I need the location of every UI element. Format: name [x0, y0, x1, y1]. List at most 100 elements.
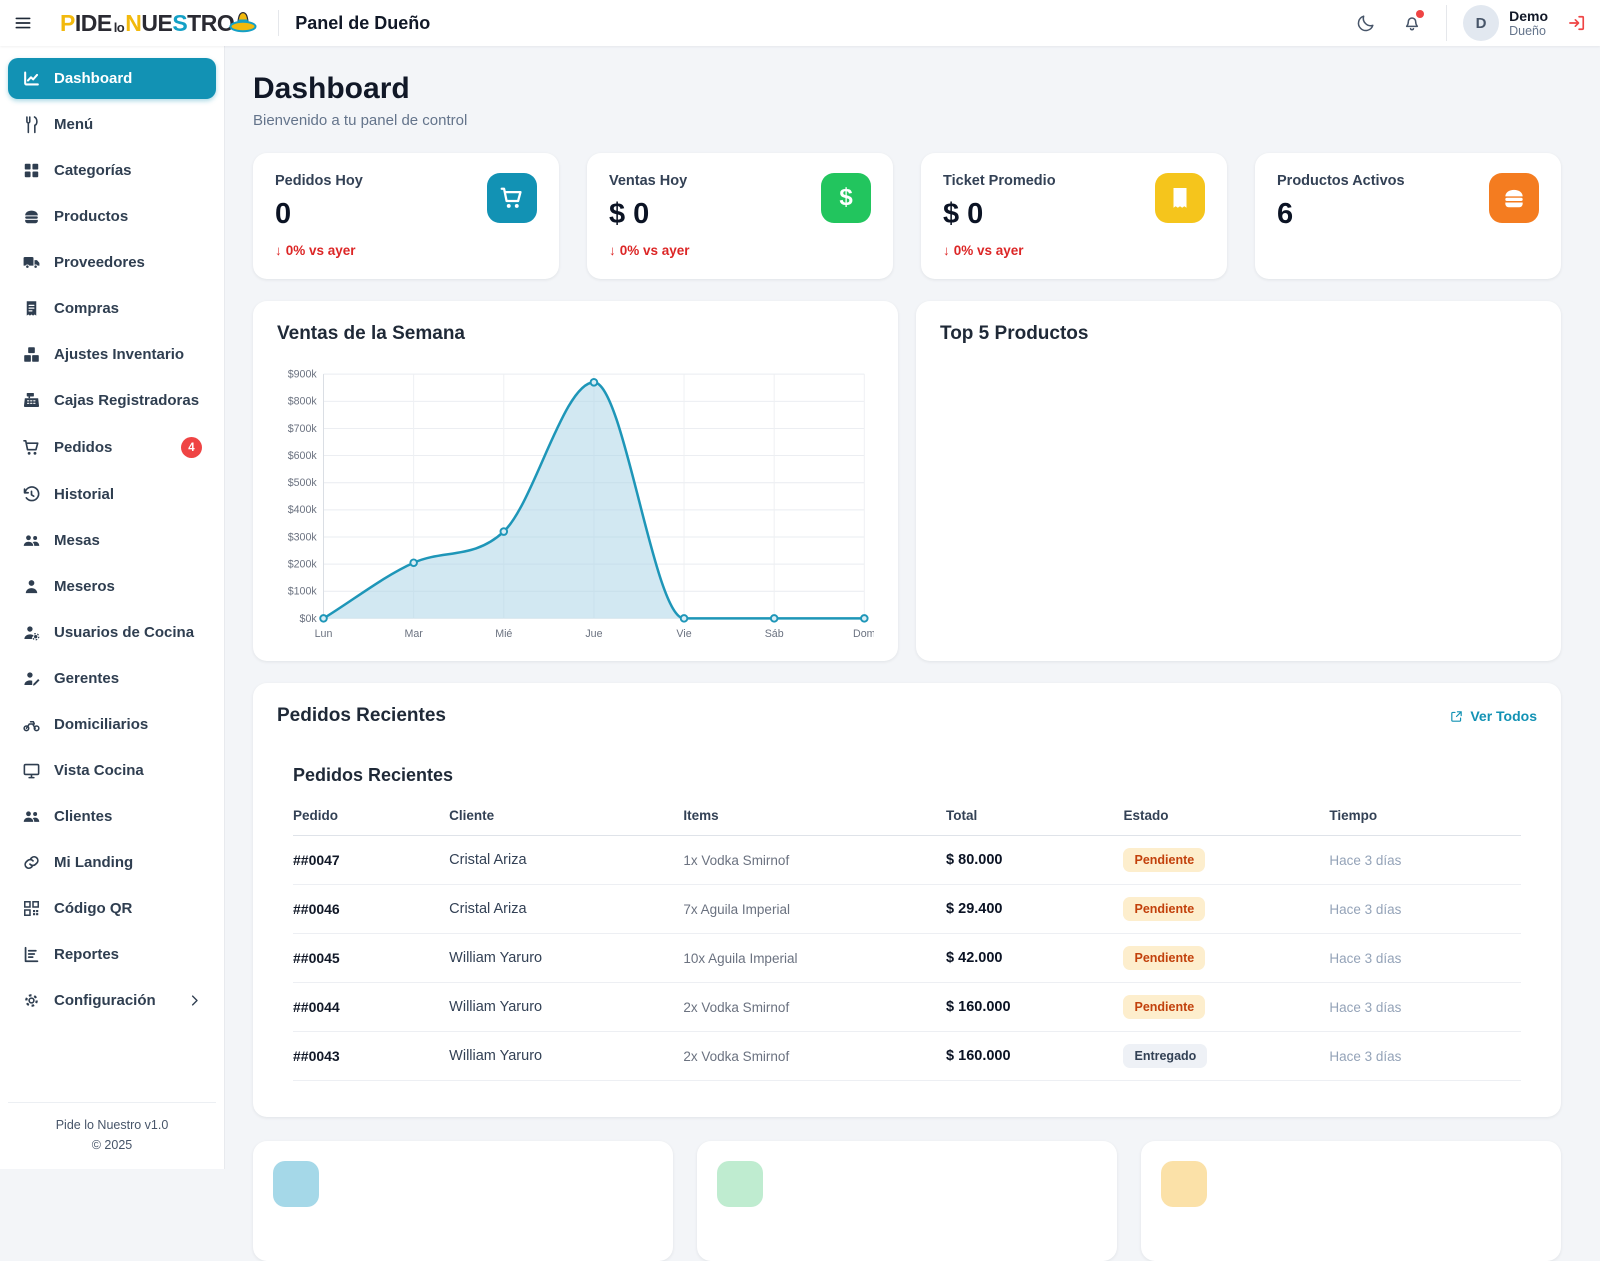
sidebar-item-configuraci-n[interactable]: Configuración [8, 980, 216, 1021]
order-time: Hace 3 días [1329, 853, 1521, 868]
sidebar-item-clientes[interactable]: Clientes [8, 796, 216, 837]
logo-letter: P [60, 12, 75, 35]
dollar-icon: $ [821, 173, 871, 223]
svg-text:$400k: $400k [288, 504, 318, 516]
order-row[interactable]: ##0046 Cristal Ariza 7x Aguila Imperial … [293, 885, 1521, 934]
order-id: ##0045 [293, 950, 449, 966]
column-header-pedido: Pedido [293, 808, 449, 823]
logo-letter: N [125, 12, 141, 35]
down-arrow-icon: ↓ [943, 243, 950, 258]
sidebar-item-men-[interactable]: Menú [8, 104, 216, 145]
logout-button[interactable] [1560, 6, 1594, 40]
sidebar-item-label: Cajas Registradoras [54, 392, 199, 409]
sidebar-item-domiciliarios[interactable]: Domiciliarios [8, 704, 216, 745]
sidebar-item-historial[interactable]: Historial [8, 474, 216, 515]
top-products-panel: Top 5 Productos [916, 301, 1561, 661]
qrcode-icon [22, 899, 41, 918]
sidebar-item-label: Configuración [54, 992, 156, 1009]
dark-mode-toggle[interactable] [1348, 5, 1384, 41]
svg-text:Mié: Mié [495, 628, 512, 640]
sidebar-item-compras[interactable]: Compras [8, 288, 216, 329]
copyright: © 2025 [8, 1135, 216, 1155]
order-client: William Yaruro [449, 999, 683, 1015]
sidebar-item-mi-landing[interactable]: Mi Landing [8, 842, 216, 883]
sidebar-item-label: Reportes [54, 946, 119, 963]
sidebar-item-label: Proveedores [54, 254, 145, 271]
order-items: 2x Vodka Smirnof [683, 1000, 946, 1015]
order-client: Cristal Ariza [449, 852, 683, 868]
down-arrow-icon: ↓ [275, 243, 282, 258]
chevron-right-icon [187, 993, 202, 1008]
user-name: Demo [1509, 8, 1548, 24]
notifications-button[interactable] [1394, 5, 1430, 41]
order-row[interactable]: ##0045 William Yaruro 10x Aguila Imperia… [293, 934, 1521, 983]
recent-orders-card: Pedidos Recientes Ver Todos Pedidos Reci… [253, 683, 1561, 1117]
sidebar-item-label: Vista Cocina [54, 762, 144, 779]
svg-text:$800k: $800k [288, 396, 318, 408]
chart-line-icon [22, 69, 41, 88]
order-client: William Yaruro [449, 950, 683, 966]
column-header-cliente: Cliente [449, 808, 683, 823]
cash-register-icon [22, 391, 41, 410]
sidebar-item-label: Dashboard [54, 70, 132, 87]
order-row[interactable]: ##0044 William Yaruro 2x Vodka Smirnof $… [293, 983, 1521, 1032]
stat-card-productos-activos: Productos Activos 6 [1255, 153, 1561, 279]
receipt-icon [1155, 173, 1205, 223]
orders-table-title: Pedidos Recientes [293, 765, 1537, 786]
app-logo[interactable]: PIDEloNUESTRO [60, 12, 234, 35]
svg-text:$100k: $100k [288, 586, 318, 598]
order-row[interactable]: ##0047 Cristal Ariza 1x Vodka Smirnof $ … [293, 836, 1521, 885]
sidebar-item-mesas[interactable]: Mesas [8, 520, 216, 561]
motorcycle-icon [22, 715, 41, 734]
monitor-icon [22, 761, 41, 780]
sidebar-item-c-digo-qr[interactable]: Código QR [8, 888, 216, 929]
summary-card-icon [717, 1161, 763, 1207]
hamburger-menu-button[interactable] [0, 13, 46, 33]
sombrero-logo-icon [226, 7, 260, 37]
sidebar-item-productos[interactable]: Productos [8, 196, 216, 237]
notification-dot [1416, 10, 1424, 18]
sidebar: Dashboard Menú Categorías Productos Prov… [0, 46, 225, 1169]
down-arrow-icon: ↓ [609, 243, 616, 258]
sidebar-item-cajas-registradoras[interactable]: Cajas Registradoras [8, 380, 216, 421]
sidebar-item-reportes[interactable]: Reportes [8, 934, 216, 975]
order-client: Cristal Ariza [449, 901, 683, 917]
sidebar-item-proveedores[interactable]: Proveedores [8, 242, 216, 283]
sidebar-item-gerentes[interactable]: Gerentes [8, 658, 216, 699]
hamburger-icon [13, 13, 33, 33]
summary-card [697, 1141, 1117, 1261]
sidebar-item-label: Ajustes Inventario [54, 346, 184, 363]
sidebar-item-dashboard[interactable]: Dashboard [8, 58, 216, 99]
stats-row: Pedidos Hoy 0 ↓ 0% vs ayer Ventas Hoy $ … [253, 153, 1561, 279]
svg-text:$0k: $0k [300, 613, 318, 625]
sidebar-item-categor-as[interactable]: Categorías [8, 150, 216, 191]
users-icon [22, 807, 41, 826]
sidebar-item-vista-cocina[interactable]: Vista Cocina [8, 750, 216, 791]
sidebar-item-usuarios-de-cocina[interactable]: Usuarios de Cocina [8, 612, 216, 653]
order-total: $ 80.000 [946, 852, 1123, 868]
user-role: Dueño [1509, 24, 1548, 38]
sidebar-item-meseros[interactable]: Meseros [8, 566, 216, 607]
sidebar-item-ajustes-inventario[interactable]: Ajustes Inventario [8, 334, 216, 375]
sidebar-item-label: Categorías [54, 162, 132, 179]
order-status-badge: Pendiente [1123, 995, 1205, 1019]
top-header: PIDEloNUESTRO Panel de Dueño D Demo Dueñ… [0, 0, 1600, 46]
view-all-button[interactable]: Ver Todos [1449, 708, 1537, 724]
sidebar-item-pedidos[interactable]: Pedidos 4 [8, 426, 216, 469]
orders-count-badge: 4 [181, 437, 202, 458]
sidebar-item-label: Clientes [54, 808, 112, 825]
receipt-icon [22, 299, 41, 318]
user-menu[interactable]: D Demo Dueño [1446, 5, 1548, 41]
order-row[interactable]: ##0043 William Yaruro 2x Vodka Smirnof $… [293, 1032, 1521, 1081]
user-pen-icon [22, 669, 41, 688]
svg-text:$900k: $900k [288, 369, 318, 381]
weekly-sales-chart[interactable]: $0k$100k$200k$300k$400k$500k$600k$700k$8… [277, 357, 874, 653]
svg-text:Lun: Lun [315, 628, 333, 640]
svg-text:$700k: $700k [288, 423, 318, 435]
app-version: Pide lo Nuestro v1.0 [8, 1115, 216, 1135]
stat-change: ↓ 0% vs ayer [943, 243, 1205, 258]
order-total: $ 42.000 [946, 950, 1123, 966]
sidebar-item-label: Gerentes [54, 670, 119, 687]
svg-text:$300k: $300k [288, 531, 318, 543]
svg-text:Vie: Vie [676, 628, 691, 640]
